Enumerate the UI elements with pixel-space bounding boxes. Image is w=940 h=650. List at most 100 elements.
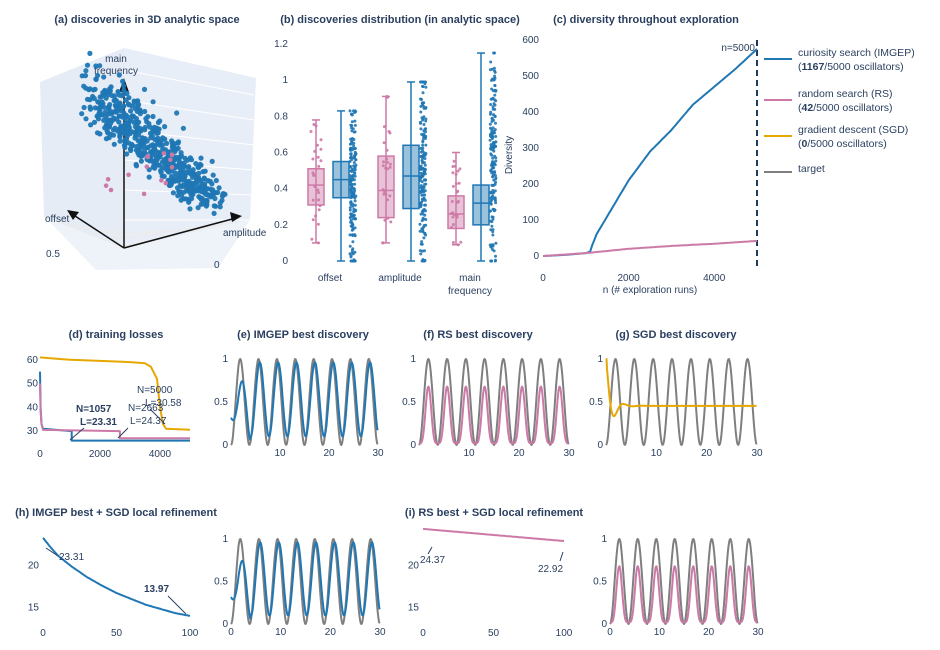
jitter-point bbox=[424, 178, 427, 182]
data-point bbox=[157, 118, 163, 124]
data-point bbox=[178, 150, 184, 156]
data-point bbox=[219, 193, 226, 199]
jitter-point bbox=[423, 232, 427, 236]
jitter-point bbox=[350, 259, 354, 263]
jitter-point bbox=[419, 104, 423, 108]
data-point bbox=[213, 177, 219, 184]
x-tick-label: 30 bbox=[751, 448, 763, 459]
data-point bbox=[162, 124, 168, 130]
y-tick-label: 1 bbox=[222, 354, 228, 365]
y-tick-label: 1 bbox=[410, 354, 416, 365]
data-point bbox=[102, 109, 109, 115]
data-point bbox=[142, 108, 148, 115]
data-point bbox=[115, 104, 121, 110]
annotation-arrow bbox=[427, 546, 433, 555]
jitter-point bbox=[420, 80, 424, 84]
jitter-point bbox=[490, 215, 494, 219]
data-point bbox=[137, 108, 143, 114]
jitter-point bbox=[352, 210, 356, 214]
jitter-point bbox=[388, 165, 392, 169]
data-point bbox=[97, 105, 103, 111]
data-point bbox=[177, 183, 183, 189]
data-point bbox=[181, 169, 187, 175]
data-point bbox=[128, 108, 134, 114]
data-point bbox=[150, 152, 156, 158]
jitter-point bbox=[488, 112, 492, 116]
panel-title-c: (c) diversity throughout exploration bbox=[553, 14, 739, 26]
jitter-point bbox=[491, 156, 495, 160]
jitter-point bbox=[491, 141, 495, 145]
x-tick-label: 100 bbox=[556, 628, 573, 639]
data-point bbox=[142, 136, 148, 142]
axis-amplitude bbox=[123, 217, 237, 249]
jitter-point bbox=[423, 249, 426, 253]
jitter-point bbox=[353, 166, 357, 169]
y-tick-label: 0.4 bbox=[274, 184, 288, 195]
jitter-point bbox=[419, 175, 423, 179]
axis-arrowhead bbox=[230, 212, 242, 222]
data-point bbox=[188, 169, 195, 176]
axis-label-main-frequency: frequency bbox=[94, 66, 138, 77]
data-point bbox=[81, 104, 87, 111]
data-point bbox=[159, 178, 164, 183]
jitter-point bbox=[489, 168, 493, 172]
jitter-point bbox=[424, 130, 428, 134]
jitter-point bbox=[489, 245, 493, 249]
data-point bbox=[177, 169, 183, 175]
tick-label: 0.5 bbox=[46, 249, 60, 260]
data-point bbox=[128, 147, 134, 154]
data-point bbox=[191, 185, 197, 191]
discovery-line bbox=[609, 565, 758, 624]
jitter-point bbox=[311, 218, 315, 222]
jitter-point bbox=[419, 167, 423, 171]
jitter-point bbox=[388, 131, 392, 135]
jitter-point bbox=[490, 87, 494, 91]
y-tick-label: 1 bbox=[222, 534, 228, 545]
annotation-n: N=2663 bbox=[128, 403, 164, 414]
jitter-point bbox=[352, 130, 356, 134]
jitter-point bbox=[381, 164, 385, 168]
jitter-point bbox=[352, 161, 356, 164]
y-tick-label: 0 bbox=[597, 440, 603, 451]
jitter-point bbox=[418, 222, 422, 226]
legend-label: target bbox=[798, 163, 825, 175]
data-point bbox=[93, 76, 99, 82]
annotation-n: N=5000 bbox=[137, 385, 173, 396]
jitter-point bbox=[423, 82, 427, 86]
jitter-point bbox=[489, 190, 493, 194]
data-point bbox=[108, 187, 114, 193]
data-point bbox=[216, 185, 222, 191]
data-point bbox=[144, 164, 150, 169]
x-tick-label: 30 bbox=[374, 627, 386, 638]
data-point bbox=[82, 73, 89, 79]
data-point bbox=[133, 147, 139, 153]
jitter-point bbox=[489, 163, 493, 167]
x-tick-label: 20 bbox=[703, 627, 715, 638]
jitter-point bbox=[493, 196, 497, 200]
y-tick-label: 400 bbox=[522, 107, 539, 118]
jitter-point bbox=[348, 206, 352, 210]
jitter-point bbox=[494, 201, 498, 205]
data-point bbox=[150, 99, 156, 105]
jitter-point bbox=[492, 51, 496, 55]
data-point bbox=[180, 125, 186, 131]
discovery-line bbox=[605, 358, 757, 418]
data-point bbox=[141, 191, 147, 197]
y-axis-label: Diversity bbox=[504, 136, 515, 174]
data-point bbox=[119, 93, 125, 99]
data-point bbox=[88, 122, 94, 128]
series-line bbox=[39, 383, 190, 440]
data-point bbox=[136, 101, 142, 108]
jitter-point bbox=[382, 192, 386, 196]
panel-title-f: (f) RS best discovery bbox=[423, 329, 533, 341]
jitter-point bbox=[312, 173, 316, 177]
jitter-point bbox=[421, 118, 425, 122]
jitter-point bbox=[352, 178, 356, 182]
jitter-point bbox=[493, 93, 497, 97]
jitter-point bbox=[419, 127, 423, 131]
data-point bbox=[126, 172, 131, 178]
data-point bbox=[177, 164, 183, 171]
data-point bbox=[84, 62, 91, 68]
annotation-loss: L=23.31 bbox=[80, 417, 117, 428]
data-point bbox=[185, 157, 191, 163]
